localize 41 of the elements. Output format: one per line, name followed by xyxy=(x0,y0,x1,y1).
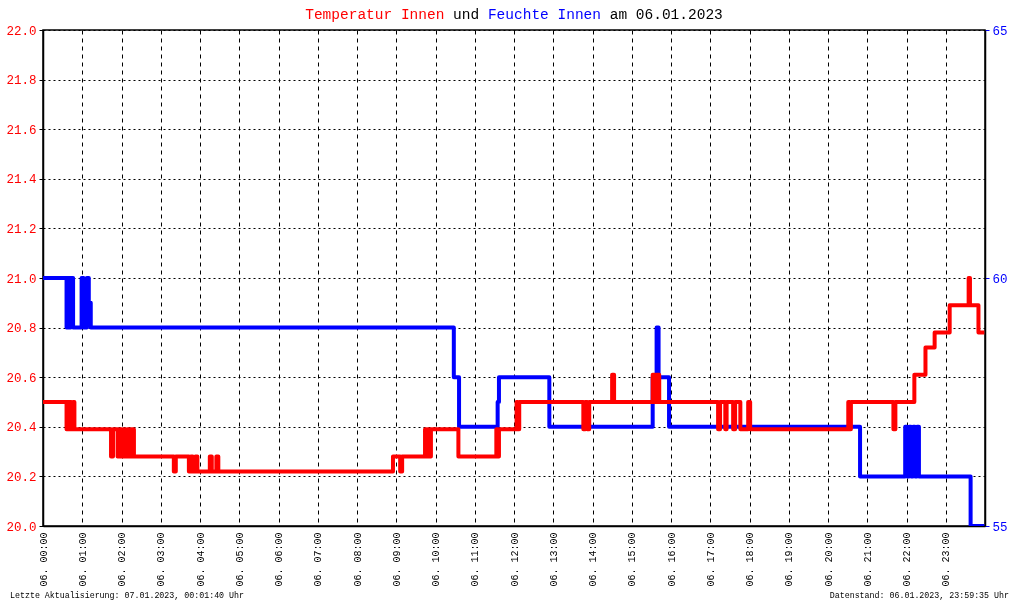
x-tick-label: 06. 13:00 xyxy=(548,532,560,587)
y-tick-label: 21.0 xyxy=(6,272,37,287)
y-tick-label: 20.0 xyxy=(6,520,37,535)
x-tick-label: 06. 04:00 xyxy=(195,532,207,587)
x-tick-label: 06. 19:00 xyxy=(784,532,796,587)
x-tick-label: 06. 01:00 xyxy=(77,532,89,587)
y2-tick-label: 55 xyxy=(992,520,1008,535)
y-tick-label: 20.8 xyxy=(6,322,37,337)
x-tick-label: 06. 00:00 xyxy=(38,532,50,587)
x-tick-label: 06. 12:00 xyxy=(509,532,521,587)
x-tick-label: 06. 22:00 xyxy=(902,532,913,587)
x-tick-label: 06. 20:00 xyxy=(823,532,835,587)
x-tick-label: 06. 06:00 xyxy=(274,532,285,587)
y-tick-label: 20.2 xyxy=(6,470,37,485)
y2-tick-label: 65 xyxy=(992,24,1008,39)
x-tick-label: 06. 07:00 xyxy=(313,532,325,587)
x-tick-label: 06. 16:00 xyxy=(666,532,678,587)
text: Letzte Aktualisierung: 07.01.2023, 00:01:40 Uhr xyxy=(10,591,245,600)
y-tick-label: 22.0 xyxy=(6,24,37,39)
x-tick-label: 06. 18:00 xyxy=(745,532,756,587)
x-tick-label: 06. 21:00 xyxy=(862,532,874,587)
y-tick-label: 21.4 xyxy=(6,173,37,188)
y-tick-label: 20.4 xyxy=(6,421,37,436)
x-tick-label: 06. 17:00 xyxy=(705,532,717,587)
y2-tick-label: 60 xyxy=(992,272,1008,287)
y-tick-label: 20.6 xyxy=(6,371,37,386)
x-tick-label: 06. 23:00 xyxy=(941,532,953,587)
x-tick-label: 06. 14:00 xyxy=(588,532,599,587)
x-tick-label: 06. 10:00 xyxy=(431,532,442,587)
x-tick-label: 06. 02:00 xyxy=(117,532,128,587)
x-tick-label: 06. 11:00 xyxy=(470,532,482,587)
x-tick-label: 06. 15:00 xyxy=(627,532,639,587)
x-tick-label: 06. 03:00 xyxy=(156,532,168,587)
text: Datenstand: 06.01.2023, 23:59:35 Uhr xyxy=(829,591,1010,600)
x-tick-label: 06. 09:00 xyxy=(391,532,403,587)
y-tick-label: 21.6 xyxy=(6,123,37,138)
y-tick-label: 21.8 xyxy=(6,74,37,89)
chart-title: Temperatur Innen und Feuchte Innen am 06.01.2023 xyxy=(305,7,723,23)
x-tick-label: 06. 08:00 xyxy=(352,532,364,587)
x-tick-label: 06. 05:00 xyxy=(234,532,246,587)
y-tick-label: 21.2 xyxy=(6,222,37,237)
